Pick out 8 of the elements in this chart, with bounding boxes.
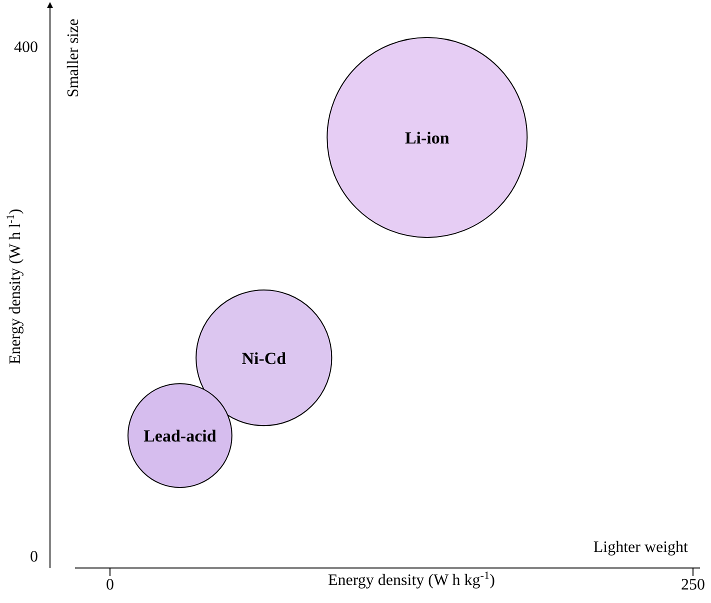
x-tick-label: 250 xyxy=(681,576,706,594)
y-tick-label: 400 xyxy=(14,39,38,56)
annotation: Lighter weight xyxy=(593,539,689,556)
x-axis-title: Energy density (W h kg$^{-1}$) xyxy=(328,570,495,589)
series-label: Ni-Cd xyxy=(242,348,287,368)
series-label: Li-ion xyxy=(404,128,450,148)
series-label: Lead-acid xyxy=(144,426,217,446)
annotation: Smaller size xyxy=(65,18,82,98)
